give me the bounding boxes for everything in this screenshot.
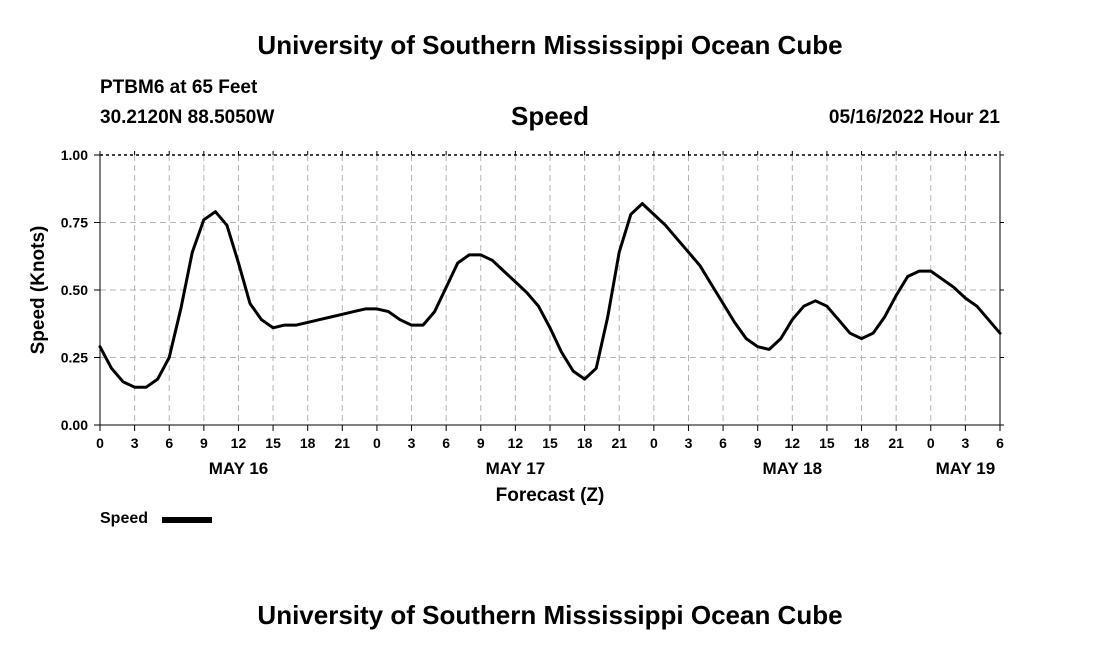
x-tick-label: 0 xyxy=(96,435,104,451)
y-tick-label: 0.25 xyxy=(61,350,88,366)
x-tick-label: 6 xyxy=(719,435,727,451)
x-tick-label: 9 xyxy=(477,435,485,451)
forecast-timestamp: 05/16/2022 Hour 21 xyxy=(828,107,1000,128)
label-layer: 0 3 6 9 12 15 18 21 0 3 6 9 12 15 18 21 0 3 6 9 12 15 18 21 0 3 6 0… xyxy=(28,147,1004,506)
axis-layer xyxy=(94,151,1004,431)
x-tick-label: 15 xyxy=(819,435,835,451)
x-tick-label: 21 xyxy=(611,435,627,451)
legend-entry-speed: Speed xyxy=(100,510,149,527)
footer-title: University of Southern Mississippi Ocean… xyxy=(257,600,843,630)
x-tick-label: 18 xyxy=(300,435,316,451)
x-tick-label: 0 xyxy=(373,435,381,451)
x-tick-label: 3 xyxy=(685,435,693,451)
x-tick-label: 9 xyxy=(200,435,208,451)
x-tick-label: 6 xyxy=(996,435,1004,451)
chart-title: Speed xyxy=(510,101,590,131)
x-tick-label: 12 xyxy=(231,435,247,451)
y-tick-label: 0.00 xyxy=(61,417,88,433)
date-label: MAY 18 xyxy=(763,459,823,478)
x-tick-label: 3 xyxy=(131,435,139,451)
y-tick-label: 0.50 xyxy=(61,282,88,298)
x-tick-label: 15 xyxy=(542,435,558,451)
x-tick-label: 3 xyxy=(961,435,969,451)
legend-swatch-speed xyxy=(162,517,212,523)
date-label: MAY 16 xyxy=(209,459,269,478)
series-layer xyxy=(98,202,1002,389)
grid-layer xyxy=(100,155,1000,425)
date-label: MAY 19 xyxy=(936,459,996,478)
page-title: University of Southern Mississippi Ocean… xyxy=(257,30,843,60)
y-tick-label: 1.00 xyxy=(61,147,88,163)
x-axis-label: Forecast (Z) xyxy=(496,485,605,506)
series-line-speed xyxy=(98,202,1002,389)
x-tick-label: 15 xyxy=(265,435,281,451)
station-name: PTBM6 at 65 Feet xyxy=(100,77,258,98)
x-tick-label: 0 xyxy=(927,435,935,451)
x-tick-label: 12 xyxy=(785,435,801,451)
x-tick-label: 6 xyxy=(442,435,450,451)
y-tick-label: 0.75 xyxy=(61,215,88,231)
x-tick-label: 9 xyxy=(754,435,762,451)
x-tick-label: 3 xyxy=(408,435,416,451)
date-label: MAY 17 xyxy=(486,459,546,478)
x-tick-label: 6 xyxy=(165,435,173,451)
y-axis-label: Speed (Knots) xyxy=(28,226,49,355)
station-coordinates: 30.2120N 88.5050W xyxy=(100,107,275,128)
x-tick-label: 12 xyxy=(508,435,524,451)
x-tick-label: 18 xyxy=(854,435,870,451)
x-tick-label: 18 xyxy=(577,435,593,451)
x-tick-label: 0 xyxy=(650,435,658,451)
x-tick-label: 21 xyxy=(888,435,904,451)
x-tick-label: 21 xyxy=(335,435,351,451)
